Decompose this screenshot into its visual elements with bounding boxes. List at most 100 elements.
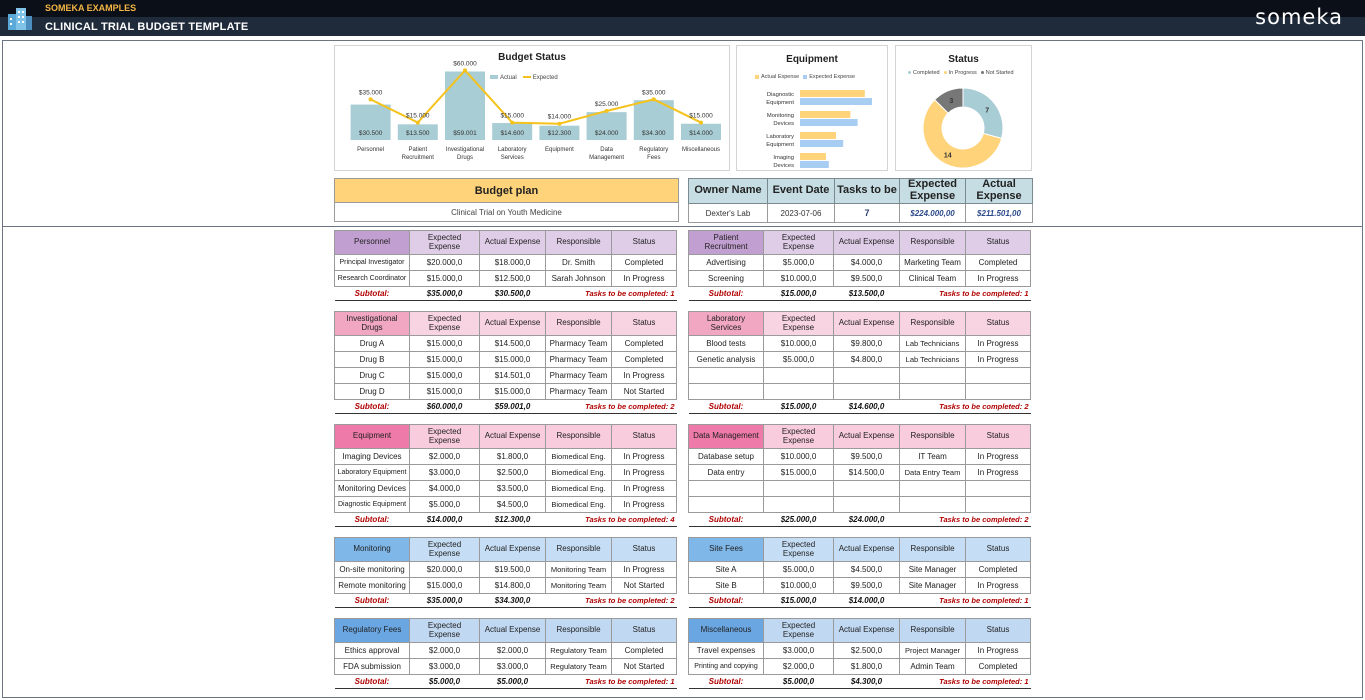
- item-cell[interactable]: Data entry: [688, 464, 764, 481]
- responsible-cell[interactable]: [899, 383, 966, 400]
- actual-cell[interactable]: $14.500,0: [833, 464, 900, 481]
- actual-cell[interactable]: $4.500,0: [833, 561, 900, 578]
- expected-cell[interactable]: $15.000,0: [409, 367, 480, 384]
- actual-cell[interactable]: $9.500,0: [833, 577, 900, 594]
- item-cell[interactable]: Database setup: [688, 448, 764, 465]
- responsible-cell[interactable]: [899, 496, 966, 513]
- item-cell[interactable]: Monitoring Devices: [334, 480, 410, 497]
- actual-cell[interactable]: $1.800,0: [479, 448, 546, 465]
- item-cell[interactable]: Screening: [688, 270, 764, 287]
- item-cell[interactable]: Drug B: [334, 351, 410, 368]
- actual-cell[interactable]: $4.800,0: [833, 351, 900, 368]
- responsible-cell[interactable]: Regulatory Team: [545, 658, 612, 675]
- expected-cell[interactable]: $3.000,0: [409, 658, 480, 675]
- actual-cell[interactable]: $3.000,0: [479, 658, 546, 675]
- responsible-cell[interactable]: Site Manager: [899, 561, 966, 578]
- status-cell[interactable]: In Progress: [965, 351, 1031, 368]
- actual-cell[interactable]: $1.800,0: [833, 658, 900, 675]
- item-cell[interactable]: Principal Investigator: [334, 254, 410, 271]
- actual-cell[interactable]: $9.800,0: [833, 335, 900, 352]
- item-cell[interactable]: Ethics approval: [334, 642, 410, 659]
- expected-cell[interactable]: $15.000,0: [409, 270, 480, 287]
- expected-cell[interactable]: $15.000,0: [763, 464, 834, 481]
- actual-cell[interactable]: [833, 383, 900, 400]
- actual-cell[interactable]: $3.500,0: [479, 480, 546, 497]
- status-cell[interactable]: Completed: [965, 254, 1031, 271]
- responsible-cell[interactable]: [899, 480, 966, 497]
- status-cell[interactable]: Completed: [611, 335, 677, 352]
- expected-cell[interactable]: $15.000,0: [409, 577, 480, 594]
- item-cell[interactable]: Printing and copying: [688, 658, 764, 675]
- equipment-chart[interactable]: Equipment Actual Expense Expected Expens…: [736, 45, 888, 171]
- item-cell[interactable]: Blood tests: [688, 335, 764, 352]
- actual-cell[interactable]: $18.000,0: [479, 254, 546, 271]
- responsible-cell[interactable]: Pharmacy Team: [545, 383, 612, 400]
- actual-cell[interactable]: $9.500,0: [833, 448, 900, 465]
- item-cell[interactable]: [688, 367, 764, 384]
- item-cell[interactable]: Laboratory Equipment: [334, 464, 410, 481]
- status-chart[interactable]: Status Completed In Progress Not Started…: [895, 45, 1032, 171]
- event-date-value[interactable]: 2023-07-06: [767, 203, 835, 223]
- actual-cell[interactable]: [833, 480, 900, 497]
- responsible-cell[interactable]: Biomedical Eng.: [545, 464, 612, 481]
- status-cell[interactable]: [965, 480, 1031, 497]
- expected-cell[interactable]: $20.000,0: [409, 561, 480, 578]
- expected-cell[interactable]: $3.000,0: [409, 464, 480, 481]
- actual-cell[interactable]: $14.800,0: [479, 577, 546, 594]
- item-cell[interactable]: Drug C: [334, 367, 410, 384]
- status-cell[interactable]: In Progress: [611, 496, 677, 513]
- status-cell[interactable]: Not Started: [611, 577, 677, 594]
- status-cell[interactable]: In Progress: [965, 448, 1031, 465]
- actual-cell[interactable]: $15.000,0: [479, 383, 546, 400]
- brand-logo[interactable]: someka: [1255, 5, 1343, 29]
- expected-cell[interactable]: $10.000,0: [763, 448, 834, 465]
- item-cell[interactable]: Research Coordinator: [334, 270, 410, 287]
- status-cell[interactable]: [965, 367, 1031, 384]
- responsible-cell[interactable]: Data Entry Team: [899, 464, 966, 481]
- actual-cell[interactable]: $15.000,0: [479, 351, 546, 368]
- status-cell[interactable]: Completed: [611, 351, 677, 368]
- responsible-cell[interactable]: Lab Technicians: [899, 351, 966, 368]
- item-cell[interactable]: Diagnostic Equipment: [334, 496, 410, 513]
- responsible-cell[interactable]: Lab Technicians: [899, 335, 966, 352]
- status-cell[interactable]: In Progress: [965, 642, 1031, 659]
- responsible-cell[interactable]: Site Manager: [899, 577, 966, 594]
- status-cell[interactable]: Completed: [611, 254, 677, 271]
- item-cell[interactable]: [688, 496, 764, 513]
- expected-cell[interactable]: $3.000,0: [763, 642, 834, 659]
- actual-cell[interactable]: $2.500,0: [833, 642, 900, 659]
- owner-name-value[interactable]: Dexter's Lab: [688, 203, 768, 223]
- item-cell[interactable]: On-site monitoring: [334, 561, 410, 578]
- responsible-cell[interactable]: Sarah Johnson: [545, 270, 612, 287]
- expected-cell[interactable]: [763, 383, 834, 400]
- actual-cell[interactable]: [833, 496, 900, 513]
- budget-plan-value[interactable]: Clinical Trial on Youth Medicine: [451, 208, 562, 217]
- expected-cell[interactable]: $5.000,0: [409, 496, 480, 513]
- status-cell[interactable]: In Progress: [611, 480, 677, 497]
- responsible-cell[interactable]: Project Manager: [899, 642, 966, 659]
- status-cell[interactable]: In Progress: [965, 270, 1031, 287]
- item-cell[interactable]: Travel expenses: [688, 642, 764, 659]
- status-cell[interactable]: Completed: [965, 658, 1031, 675]
- responsible-cell[interactable]: Biomedical Eng.: [545, 448, 612, 465]
- item-cell[interactable]: [688, 480, 764, 497]
- item-cell[interactable]: Drug D: [334, 383, 410, 400]
- item-cell[interactable]: Remote monitoring: [334, 577, 410, 594]
- expected-cell[interactable]: $10.000,0: [763, 335, 834, 352]
- responsible-cell[interactable]: [899, 367, 966, 384]
- expected-cell[interactable]: $20.000,0: [409, 254, 480, 271]
- responsible-cell[interactable]: Regulatory Team: [545, 642, 612, 659]
- item-cell[interactable]: FDA submission: [334, 658, 410, 675]
- responsible-cell[interactable]: Marketing Team: [899, 254, 966, 271]
- actual-cell[interactable]: $12.500,0: [479, 270, 546, 287]
- actual-cell[interactable]: $14.500,0: [479, 335, 546, 352]
- responsible-cell[interactable]: Biomedical Eng.: [545, 480, 612, 497]
- expected-cell[interactable]: $2.000,0: [409, 642, 480, 659]
- item-cell[interactable]: Drug A: [334, 335, 410, 352]
- expected-cell[interactable]: $5.000,0: [763, 351, 834, 368]
- expected-cell[interactable]: $5.000,0: [763, 254, 834, 271]
- responsible-cell[interactable]: Clinical Team: [899, 270, 966, 287]
- expected-cell[interactable]: $15.000,0: [409, 383, 480, 400]
- item-cell[interactable]: Advertising: [688, 254, 764, 271]
- status-cell[interactable]: In Progress: [965, 464, 1031, 481]
